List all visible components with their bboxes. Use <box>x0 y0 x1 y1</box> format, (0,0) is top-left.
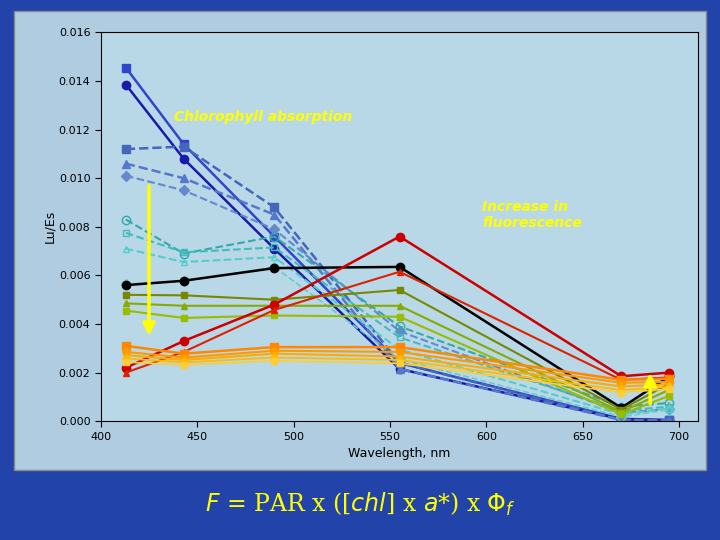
Y-axis label: Lu/Es: Lu/Es <box>43 210 56 244</box>
Text: Chlorophyll absorption: Chlorophyll absorption <box>174 110 352 124</box>
Text: $\it{F}$ = PAR x ([$\it{chl}$] x $\it{a}$*) x $\it{\Phi}_{\it{f}}$: $\it{F}$ = PAR x ([$\it{chl}$] x $\it{a}… <box>204 491 516 518</box>
Text: Increase in
fluorescence: Increase in fluorescence <box>482 200 582 230</box>
X-axis label: Wavelength, nm: Wavelength, nm <box>348 447 451 460</box>
